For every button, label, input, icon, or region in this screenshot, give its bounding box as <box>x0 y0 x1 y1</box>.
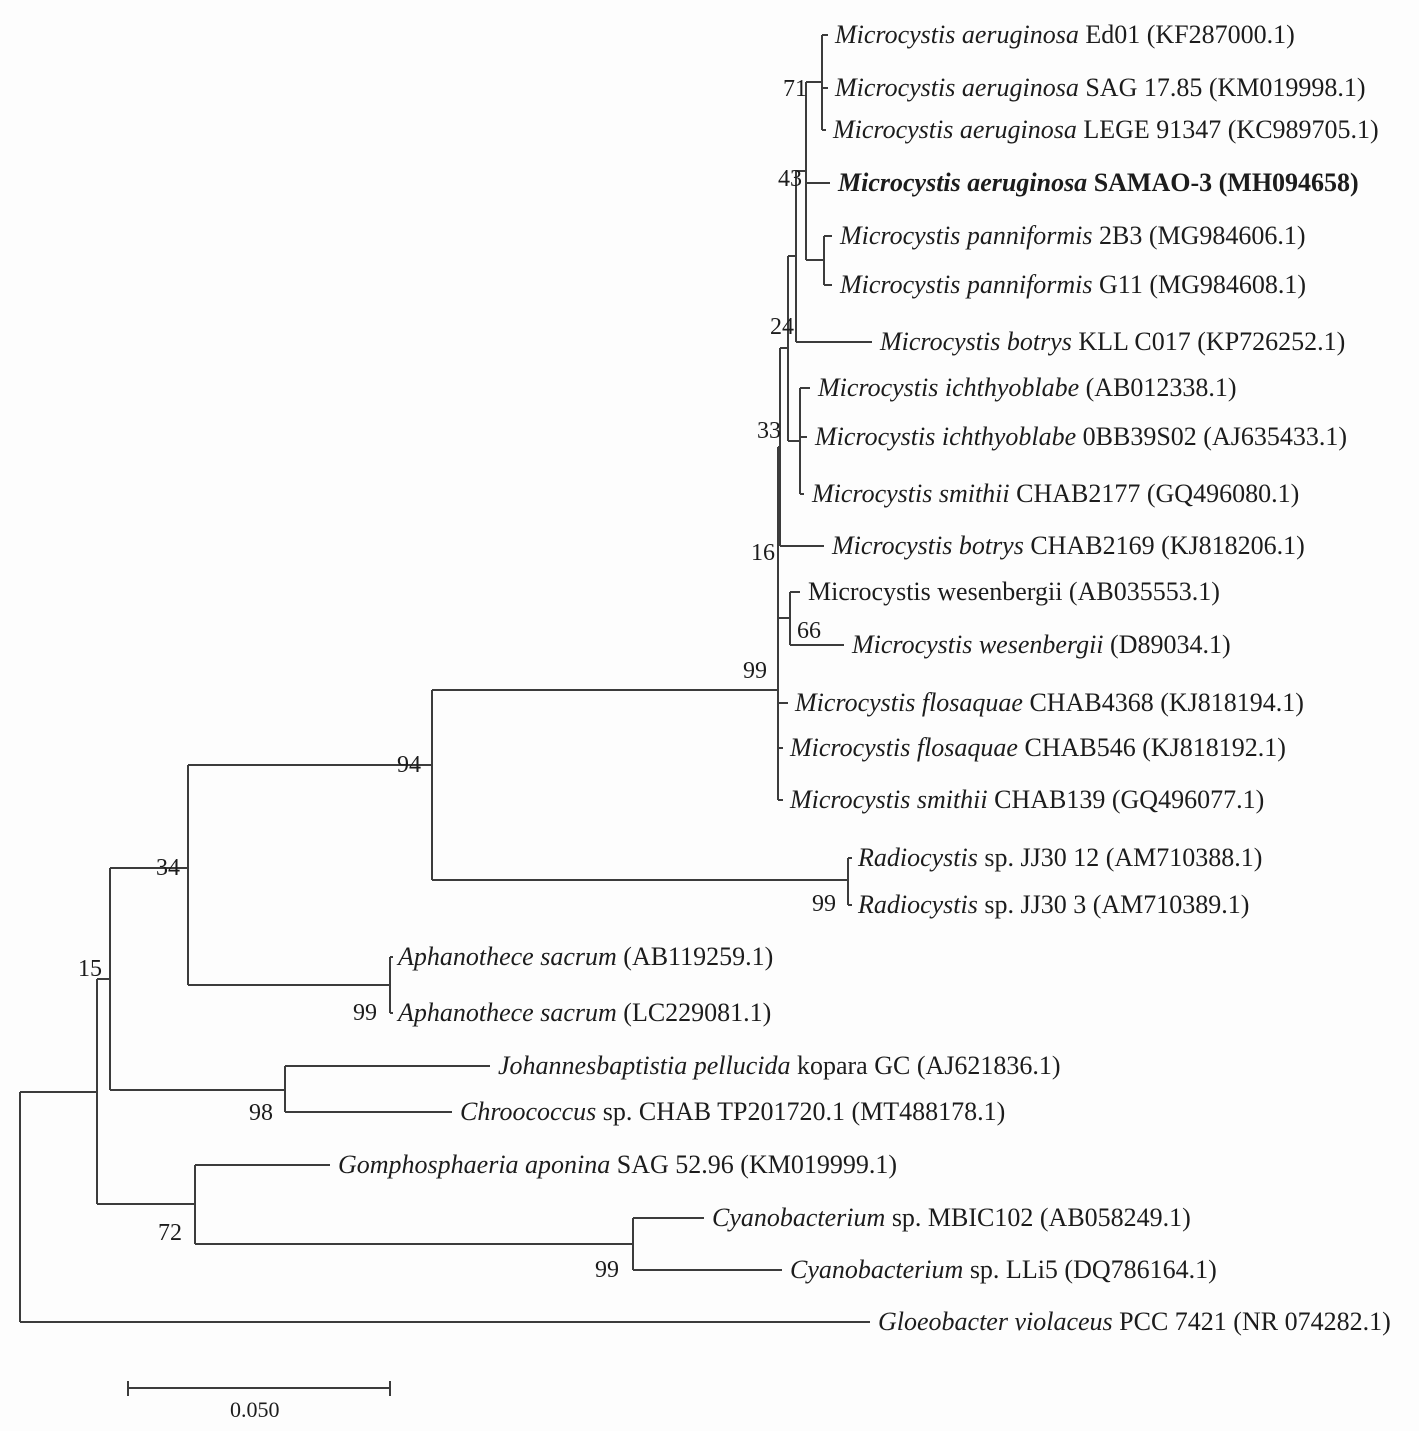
taxon-name-regular: SAG 17.85 (KM019998.1) <box>1078 73 1366 102</box>
taxon-name-regular: CHAB546 (KJ818192.1) <box>1017 733 1286 762</box>
taxon-name-italic: Radiocystis <box>858 890 978 919</box>
taxon-label: Microcystis aeruginosa SAMAO-3 (MH094658… <box>838 168 1359 198</box>
taxon-label: Radiocystis sp. JJ30 12 (AM710388.1) <box>858 843 1262 873</box>
taxon-name-italic: Chroococcus <box>460 1097 597 1126</box>
taxon-label: Microcystis wesenbergii (AB035553.1) <box>808 577 1220 607</box>
bootstrap-value: 99 <box>595 1257 619 1283</box>
taxon-name-italic: Microcystis botrys <box>880 327 1072 356</box>
taxon-name-italic: Gomphosphaeria aponina <box>338 1150 611 1179</box>
taxon-label: Microcystis wesenbergii (D89034.1) <box>852 630 1231 660</box>
taxon-label: Microcystis flosaquae CHAB4368 (KJ818194… <box>795 688 1304 718</box>
bootstrap-value: 15 <box>78 956 102 982</box>
bootstrap-value: 99 <box>743 658 767 684</box>
taxon-name-italic: Aphanothece sacrum <box>398 998 617 1027</box>
taxon-name-italic: Microcystis aeruginosa <box>835 20 1079 49</box>
taxon-name-italic: Microcystis ichthyoblabe <box>818 373 1080 402</box>
taxon-label: Microcystis aeruginosa Ed01 (KF287000.1) <box>835 20 1295 50</box>
bootstrap-value: 94 <box>397 752 421 778</box>
taxon-label: Chroococcus sp. CHAB TP201720.1 (MT48817… <box>460 1097 1005 1127</box>
taxon-label: Gomphosphaeria aponina SAG 52.96 (KM0199… <box>338 1150 897 1180</box>
taxon-name-italic: Microcystis botrys <box>832 531 1024 560</box>
bootstrap-value: 66 <box>797 618 821 644</box>
bootstrap-value: 99 <box>353 1000 377 1026</box>
taxon-name-regular: CHAB2177 (GQ496080.1) <box>1009 479 1300 508</box>
taxon-name-regular: KLL C017 (KP726252.1) <box>1071 327 1346 356</box>
taxon-label: Microcystis ichthyoblabe (AB012338.1) <box>818 373 1237 403</box>
taxon-name-regular: (LC229081.1) <box>616 998 772 1027</box>
taxon-name-regular: Ed01 (KF287000.1) <box>1078 20 1295 49</box>
taxon-name-regular: 2B3 (MG984606.1) <box>1092 221 1306 250</box>
bootstrap-value: 98 <box>249 1100 273 1126</box>
taxon-name-italic: Microcystis panniformis <box>840 270 1093 299</box>
taxon-name-regular: sp. JJ30 12 (AM710388.1) <box>977 843 1263 872</box>
taxon-label: Radiocystis sp. JJ30 3 (AM710389.1) <box>858 890 1249 920</box>
taxon-label: Microcystis panniformis G11 (MG984608.1) <box>840 270 1306 300</box>
bootstrap-value: 99 <box>812 891 836 917</box>
taxon-name-italic: Microcystis aeruginosa <box>838 168 1088 197</box>
taxon-name-regular: Microcystis wesenbergii (AB035553.1) <box>808 577 1220 606</box>
taxon-label: Microcystis botrys KLL C017 (KP726252.1) <box>880 327 1345 357</box>
taxon-name-italic: Gloeobacter violaceus <box>878 1307 1113 1336</box>
taxon-name-italic: Microcystis wesenbergii <box>852 630 1104 659</box>
bootstrap-value: 16 <box>751 540 775 566</box>
taxon-name-regular: LEGE 91347 (KC989705.1) <box>1076 115 1379 144</box>
taxon-label: Cyanobacterium sp. MBIC102 (AB058249.1) <box>712 1203 1191 1233</box>
taxon-name-italic: Johannesbaptistia pellucida <box>498 1051 791 1080</box>
taxon-name-regular: CHAB2169 (KJ818206.1) <box>1023 531 1305 560</box>
bootstrap-value: 43 <box>778 166 802 192</box>
taxon-name-regular: (D89034.1) <box>1103 630 1231 659</box>
taxon-name-regular: kopara GC (AJ621836.1) <box>790 1051 1061 1080</box>
taxon-label: Microcystis smithii CHAB2177 (GQ496080.1… <box>812 479 1299 509</box>
taxon-name-regular: sp. MBIC102 (AB058249.1) <box>885 1203 1191 1232</box>
bootstrap-value: 33 <box>757 418 781 444</box>
taxon-label: Microcystis ichthyoblabe 0BB39S02 (AJ635… <box>815 422 1347 452</box>
taxon-name-italic: Cyanobacterium <box>712 1203 886 1232</box>
bootstrap-value: 34 <box>156 855 180 881</box>
taxon-label: Microcystis panniformis 2B3 (MG984606.1) <box>840 221 1306 251</box>
taxon-name-regular: SAMAO-3 (MH094658) <box>1087 168 1359 197</box>
taxon-name-regular: sp. LLi5 (DQ786164.1) <box>963 1255 1217 1284</box>
taxon-label: Microcystis botrys CHAB2169 (KJ818206.1) <box>832 531 1305 561</box>
taxon-label: Cyanobacterium sp. LLi5 (DQ786164.1) <box>790 1255 1217 1285</box>
taxon-label: Microcystis flosaquae CHAB546 (KJ818192.… <box>790 733 1286 763</box>
taxon-name-regular: G11 (MG984608.1) <box>1092 270 1307 299</box>
scale-bar-label: 0.050 <box>230 1397 280 1422</box>
taxon-name-italic: Cyanobacterium <box>790 1255 964 1284</box>
taxon-name-italic: Microcystis smithii <box>790 785 988 814</box>
taxon-name-italic: Microcystis flosaquae <box>790 733 1018 762</box>
taxon-label: Aphanothece sacrum (LC229081.1) <box>398 998 771 1028</box>
taxon-name-regular: CHAB4368 (KJ818194.1) <box>1022 688 1304 717</box>
taxon-name-regular: (AB119259.1) <box>616 942 774 971</box>
taxon-name-italic: Microcystis smithii <box>812 479 1010 508</box>
taxon-name-italic: Microcystis aeruginosa <box>835 73 1079 102</box>
taxon-name-regular: 0BB39S02 (AJ635433.1) <box>1076 422 1347 451</box>
taxon-name-italic: Microcystis panniformis <box>840 221 1093 250</box>
taxon-name-italic: Aphanothece sacrum <box>398 942 617 971</box>
taxon-name-italic: Radiocystis <box>858 843 978 872</box>
bootstrap-value: 71 <box>783 76 807 102</box>
taxon-name-regular: SAG 52.96 (KM019999.1) <box>610 1150 898 1179</box>
taxon-name-regular: CHAB139 (GQ496077.1) <box>987 785 1265 814</box>
taxon-name-regular: PCC 7421 (NR 074282.1) <box>1112 1307 1391 1336</box>
taxon-name-italic: Microcystis aeruginosa <box>833 115 1077 144</box>
taxon-label: Gloeobacter violaceus PCC 7421 (NR 07428… <box>878 1307 1391 1337</box>
taxon-name-regular: (AB012338.1) <box>1079 373 1237 402</box>
taxon-label: Microcystis smithii CHAB139 (GQ496077.1) <box>790 785 1264 815</box>
taxon-name-italic: Microcystis flosaquae <box>795 688 1023 717</box>
taxon-name-italic: Microcystis ichthyoblabe <box>815 422 1077 451</box>
taxon-name-regular: sp. JJ30 3 (AM710389.1) <box>977 890 1250 919</box>
bootstrap-value: 72 <box>158 1220 182 1246</box>
taxon-name-regular: sp. CHAB TP201720.1 (MT488178.1) <box>596 1097 1006 1126</box>
taxon-label: Johannesbaptistia pellucida kopara GC (A… <box>498 1051 1061 1081</box>
taxon-label: Microcystis aeruginosa SAG 17.85 (KM0199… <box>835 73 1366 103</box>
bootstrap-value: 24 <box>770 314 794 340</box>
taxon-label: Microcystis aeruginosa LEGE 91347 (KC989… <box>833 115 1379 145</box>
taxon-label: Aphanothece sacrum (AB119259.1) <box>398 942 773 972</box>
